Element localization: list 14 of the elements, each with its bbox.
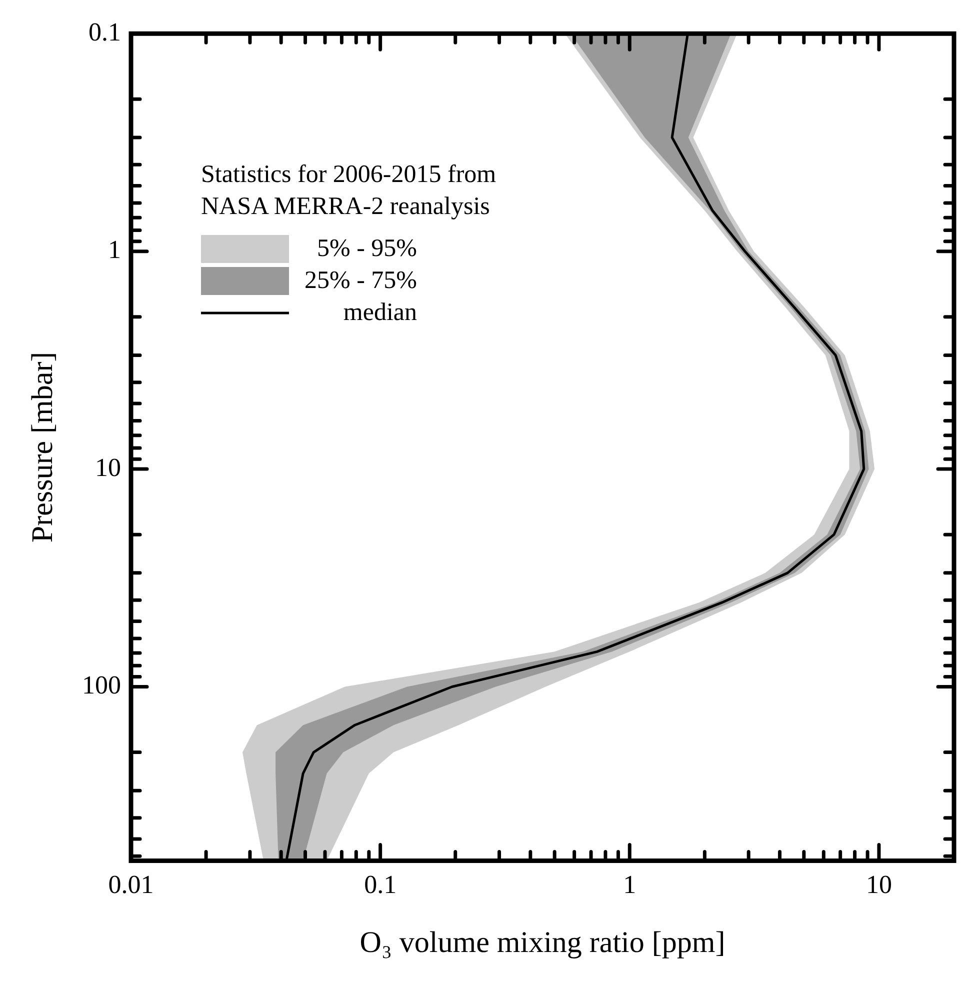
legend-label: 5% - 95% [316,234,417,263]
x-tick-label: 0.1 [364,870,397,900]
x-axis-title: O₃ volume mixing ratio [ppm] [360,926,726,959]
legend-label: median [342,298,417,327]
legend-label: 25% - 75% [304,266,417,295]
legend-title: Statistics for 2006-2015 from NASA MERRA-2 reanalysis [201,160,498,222]
x-tick-label: 1 [623,870,636,900]
x-tick-label: 10 [866,870,892,900]
y-tick-label: 100 [82,670,121,700]
y-tick-label: 10 [95,452,121,482]
y-axis-title: Pressure [mbar] [26,352,59,543]
y-tick-label: 1 [108,235,121,264]
x-tick-label: 0.01 [108,870,154,900]
y-tick-label: 0.1 [88,17,121,46]
